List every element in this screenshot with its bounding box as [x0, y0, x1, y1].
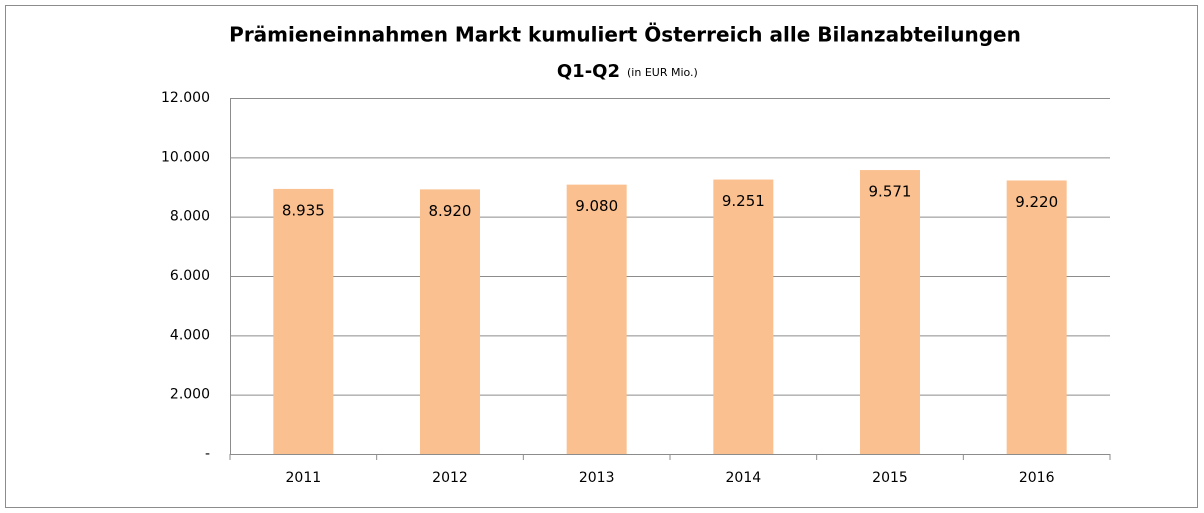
- x-tick-label: 2014: [726, 470, 762, 486]
- bar: [713, 179, 774, 455]
- data-label: 9.251: [722, 192, 765, 210]
- unit-note: (in EUR Mio.): [627, 66, 698, 79]
- y-tick-label: 4.000: [170, 327, 210, 343]
- data-label: 9.571: [869, 183, 912, 201]
- data-label: 9.080: [575, 197, 618, 215]
- bar: [1006, 180, 1067, 454]
- bar: [566, 184, 627, 455]
- x-tick-label: 2011: [286, 470, 322, 486]
- x-tick-label: 2016: [1019, 470, 1055, 486]
- x-tick-label: 2015: [872, 470, 908, 486]
- bar: [273, 188, 334, 454]
- y-tick-label: 6.000: [170, 268, 210, 284]
- x-tick-label: 2013: [579, 470, 615, 486]
- data-label: 9.220: [1015, 193, 1058, 211]
- y-tick-label: 10.000: [161, 149, 210, 165]
- chart-title: Prämieneinnahmen Markt kumuliert Österre…: [229, 23, 1021, 47]
- data-label: 8.920: [429, 202, 472, 220]
- x-tick-label: 2012: [432, 470, 468, 486]
- chart-subtitle: Q1-Q2: [557, 61, 620, 82]
- y-tick-label: 12.000: [161, 90, 210, 106]
- bar: [420, 189, 480, 454]
- bar: [860, 170, 920, 454]
- data-label: 8.935: [282, 201, 325, 219]
- y-tick-label: -: [205, 446, 210, 462]
- y-tick-label: 8.000: [170, 209, 210, 225]
- y-tick-label: 2.000: [170, 387, 210, 403]
